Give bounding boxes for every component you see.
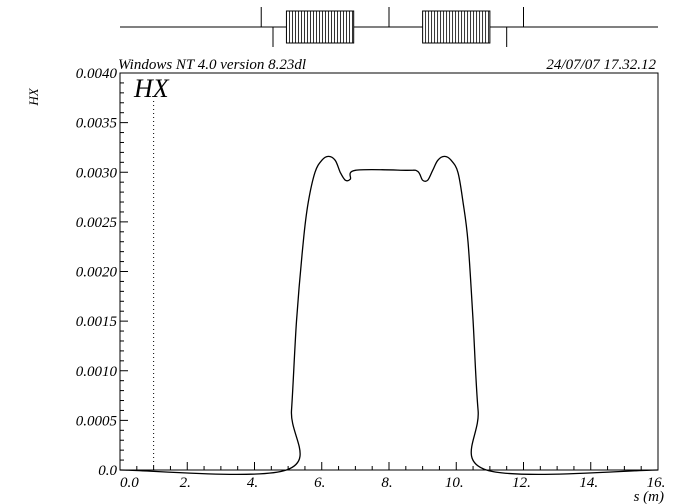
y-tick-label: 0.0030 — [76, 165, 118, 181]
x-tick-label: 10. — [445, 475, 464, 491]
x-tick-label: 8. — [381, 475, 392, 491]
y-tick-label: 0.0040 — [76, 66, 118, 82]
x-tick-label: 16. — [647, 475, 666, 491]
x-tick-label: 2. — [180, 475, 191, 491]
y-tick-label: 0.0015 — [76, 314, 118, 330]
y-axis-label: HX — [26, 87, 41, 106]
x-tick-label: 4. — [247, 475, 258, 491]
plot-series-label: HX — [133, 74, 170, 103]
x-tick-label: 0.0 — [120, 475, 139, 491]
header-timestamp-text: 24/07/07 17.32.12 — [546, 57, 656, 73]
y-tick-label: 0.0 — [98, 463, 117, 479]
y-tick-label: 0.0020 — [76, 265, 118, 281]
y-tick-label: 0.0035 — [76, 116, 118, 132]
x-tick-label: 6. — [314, 475, 325, 491]
y-tick-label: 0.0025 — [76, 215, 118, 231]
x-tick-label: 14. — [579, 475, 598, 491]
beamline-layout — [120, 7, 658, 47]
y-tick-label: 0.0010 — [76, 364, 118, 380]
beamline-solenoid — [285, 10, 355, 44]
x-axis-label: s (m) — [634, 489, 664, 504]
hx-series-line — [119, 155, 659, 476]
beamline-solenoid — [422, 10, 491, 44]
y-axis-ticks: 0.0 0.0005 0.0010 0.0015 0.0020 0.0025 0.0030 0… — [76, 66, 128, 479]
x-axis-ticks: 0.0 2. 4. 6. 8. 10. 12. 14. 16. — [119, 462, 666, 491]
plot-frame — [119, 72, 659, 471]
y-tick-label: 0.0005 — [76, 413, 118, 429]
x-tick-label: 12. — [512, 475, 531, 491]
header-version-text: Windows NT 4.0 version 8.23dl — [118, 57, 306, 73]
